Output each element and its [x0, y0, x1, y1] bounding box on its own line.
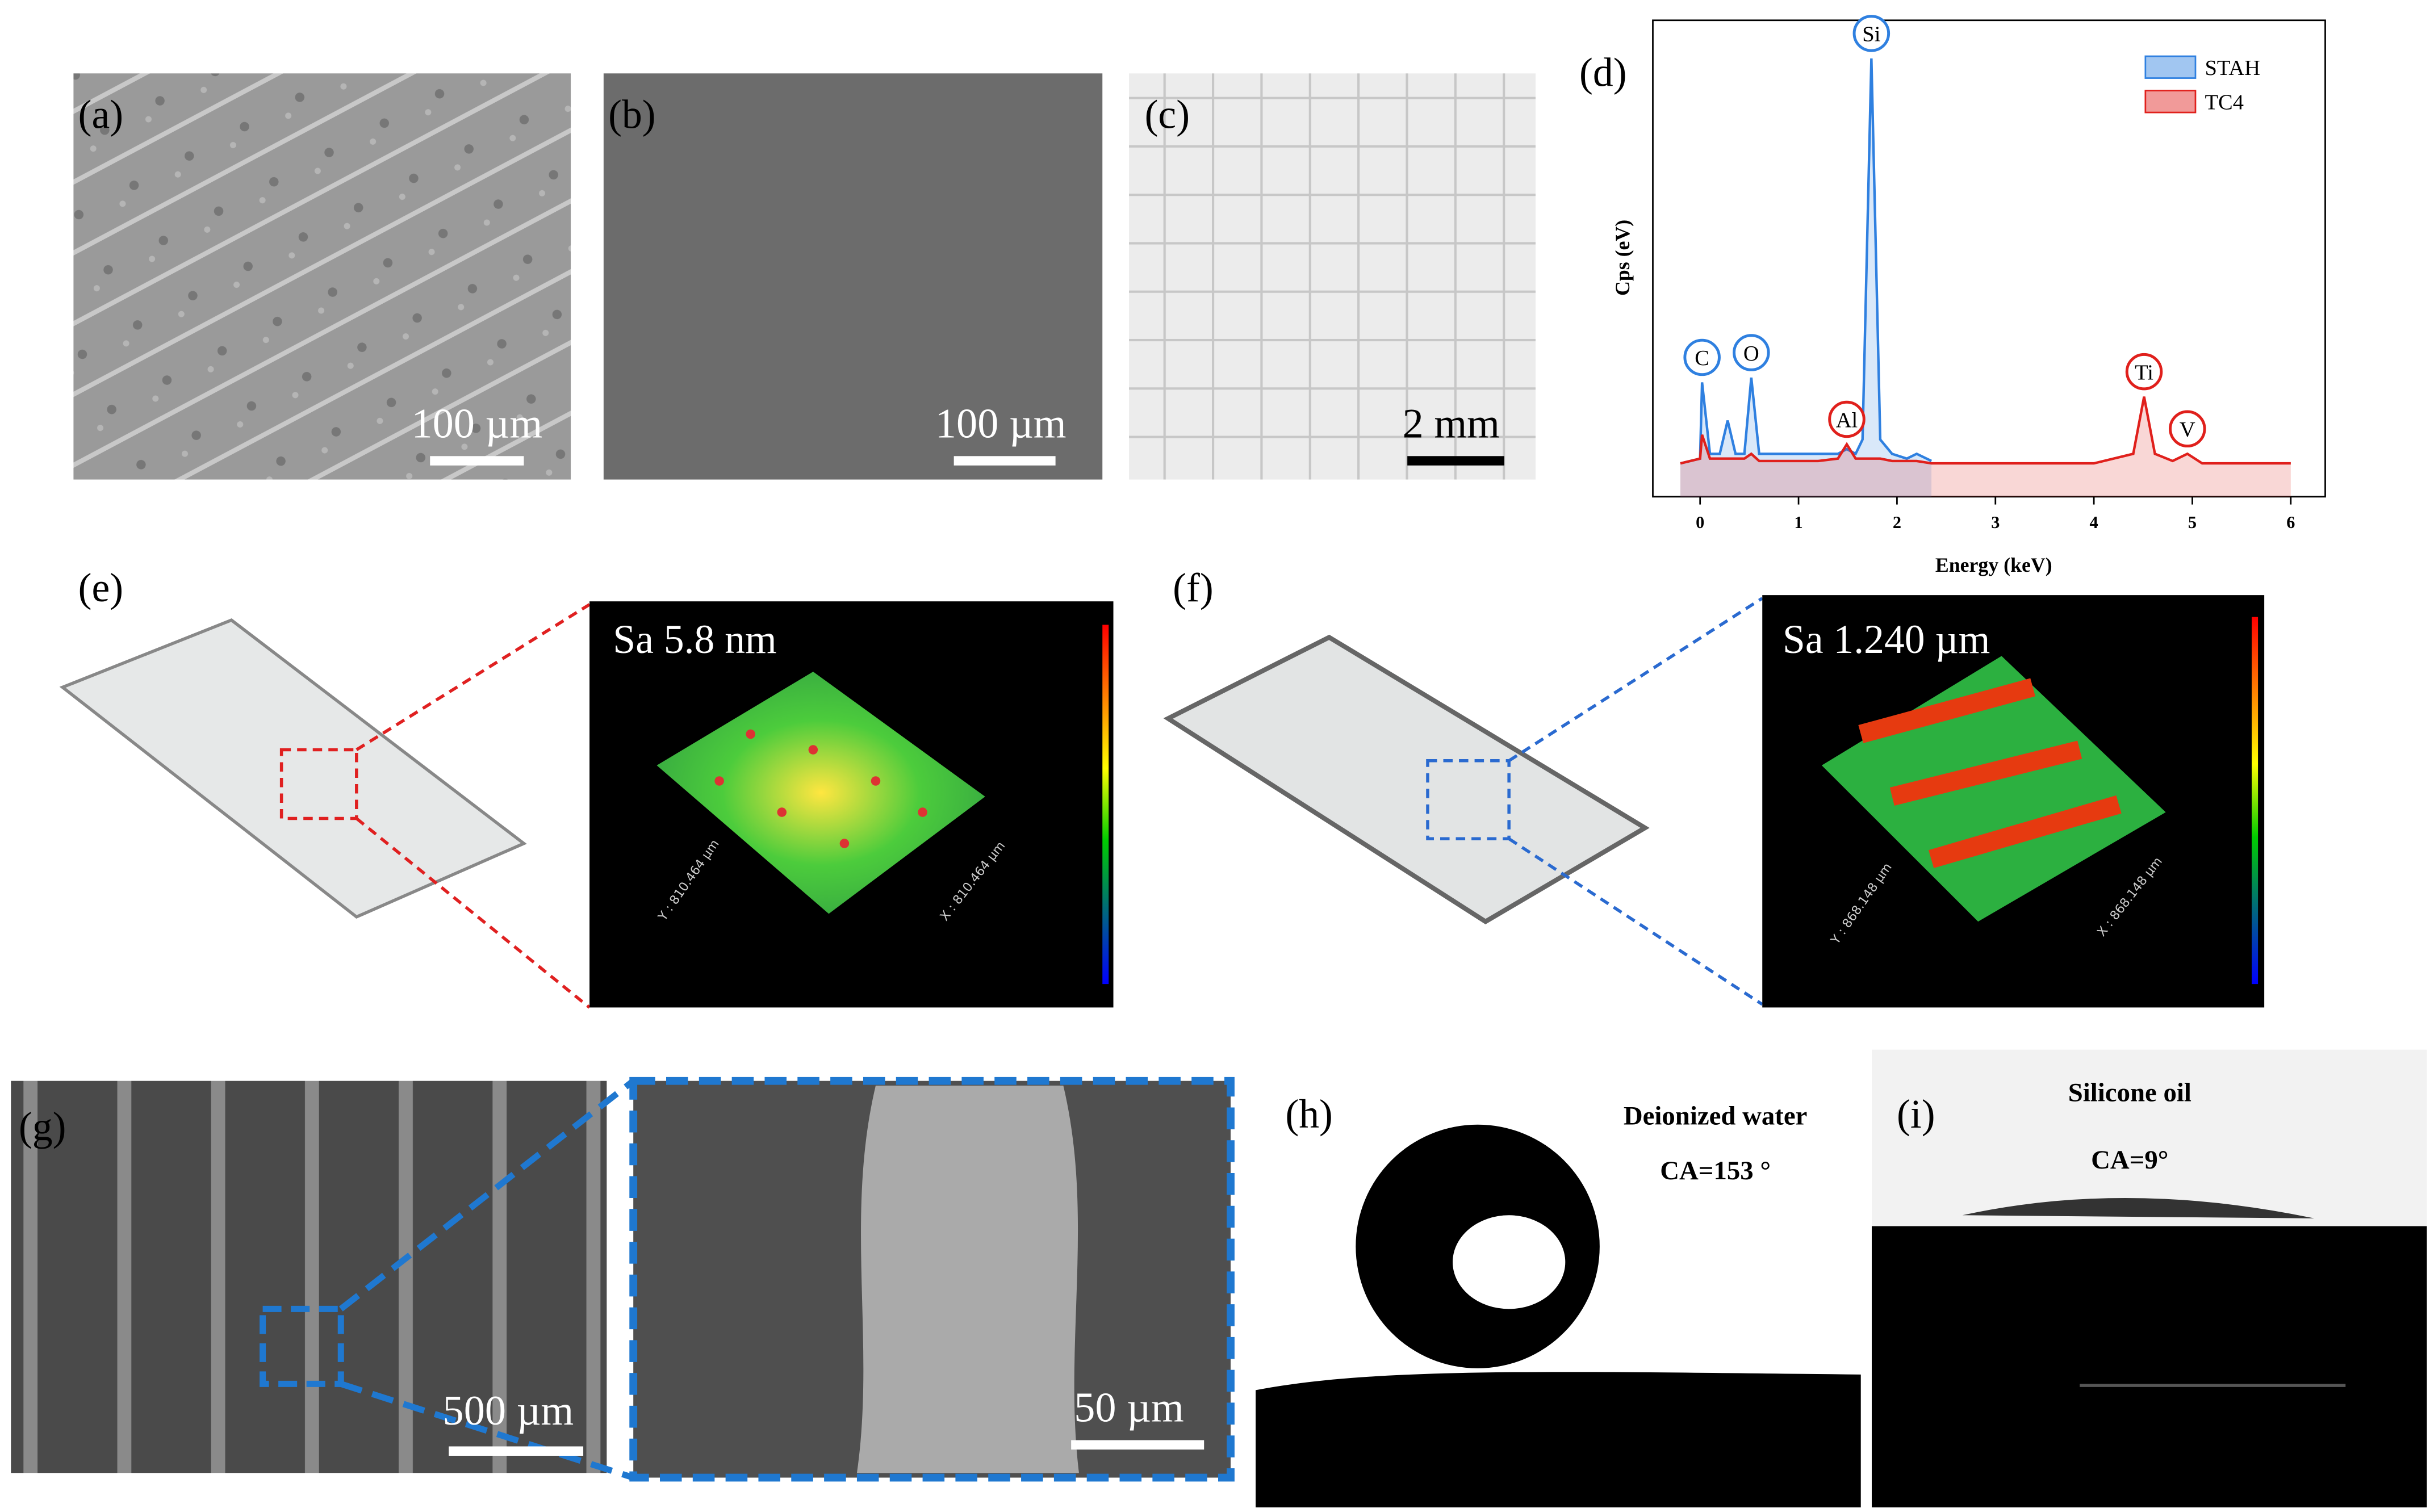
- peak-label: Si: [1862, 23, 1880, 47]
- sample: [1163, 634, 1650, 924]
- scale-text: 500 µm: [443, 1388, 574, 1434]
- scale-text: 100 µm: [935, 400, 1066, 447]
- x-tick-label: 5: [2188, 513, 2197, 532]
- color-bar: [2252, 617, 2258, 985]
- peak-label: O: [1743, 342, 1759, 366]
- scale-bar: [953, 456, 1056, 466]
- substrate: [1256, 1372, 1861, 1507]
- zoom-line: [1508, 597, 1763, 1006]
- panel-label: (c): [1145, 93, 1190, 137]
- surface-stripes: [1858, 678, 2122, 868]
- surface: [656, 671, 985, 914]
- panel-label: (i): [1897, 1092, 1935, 1137]
- scale-bar: [430, 456, 524, 466]
- sem-image: [603, 73, 1103, 480]
- peak-label: C: [1695, 346, 1709, 370]
- x-tick-label: 4: [2090, 513, 2098, 532]
- sem-image: [73, 73, 571, 480]
- peak-marker: [1683, 338, 1721, 376]
- peak-label: V: [2180, 418, 2195, 442]
- laser-track: [856, 1085, 1079, 1473]
- color-bar: [1102, 625, 1109, 985]
- x-axis-label: Energy (keV): [1935, 554, 2052, 576]
- peak-marker: [2125, 353, 2163, 391]
- area: [1680, 58, 1932, 497]
- contact-angle: CA=153 °: [1660, 1156, 1771, 1186]
- peak-marker: [1828, 400, 1866, 438]
- area: [1680, 396, 2291, 497]
- panel-label: (a): [78, 93, 123, 137]
- peak-label: Ti: [2135, 361, 2153, 384]
- sample: [59, 618, 527, 919]
- peak-marker: [2169, 410, 2206, 448]
- x-tick-label: 6: [2286, 513, 2295, 532]
- liquid: Deionized water: [1624, 1101, 1808, 1131]
- panel-label: (b): [608, 93, 655, 137]
- x-tick-label: 0: [1696, 513, 1704, 532]
- zoom-box: [260, 1305, 344, 1387]
- reflection: [1453, 1215, 1566, 1309]
- y-axis-label: Cps (eV): [1611, 220, 1634, 296]
- scale-bar: [1071, 1440, 1204, 1450]
- x-tick-label: 3: [1991, 513, 2000, 532]
- panel-label: (e): [78, 566, 123, 610]
- peak-marker: [1733, 334, 1770, 371]
- scale-bar: [449, 1446, 584, 1456]
- panel-label: (h): [1285, 1092, 1332, 1137]
- zoom-line: [355, 603, 591, 1009]
- roughness: Sa 1.240 µm: [1783, 617, 1990, 662]
- legend-swatch: [2144, 55, 2197, 79]
- scale-text: 50 µm: [1074, 1384, 1184, 1431]
- roughness: Sa 5.8 nm: [613, 617, 776, 662]
- peak-marker: [1852, 15, 1891, 52]
- droplet: [1962, 1197, 2315, 1218]
- zoom-line: [338, 1078, 635, 1481]
- legend-label: TC4: [2205, 91, 2244, 115]
- zoom-box: [1426, 759, 1511, 841]
- surface-spots: [714, 729, 927, 848]
- liquid: Silicone oil: [2068, 1078, 2191, 1107]
- x-tick-label: 2: [1893, 513, 1901, 532]
- peak-label: Al: [1836, 408, 1858, 432]
- panel-label: (f): [1173, 566, 1214, 610]
- x-tick-label: 1: [1794, 513, 1802, 532]
- plot-frame: [1652, 19, 2326, 498]
- panel-label: (d): [1579, 50, 1626, 95]
- scale-bar: [1407, 456, 1504, 466]
- contact-angle: CA=9°: [2091, 1145, 2168, 1175]
- line: [1680, 58, 1933, 465]
- scale-text: 2 mm: [1403, 400, 1500, 447]
- legend-label: STAH: [2205, 56, 2260, 80]
- legend-swatch: [2144, 90, 2197, 114]
- scale-text: 100 µm: [411, 400, 542, 447]
- photo: [1129, 73, 1536, 480]
- substrate: [1871, 1226, 2427, 1507]
- line: [1680, 396, 2291, 465]
- sem-image: [11, 1080, 607, 1473]
- panel-label: (g): [19, 1104, 66, 1149]
